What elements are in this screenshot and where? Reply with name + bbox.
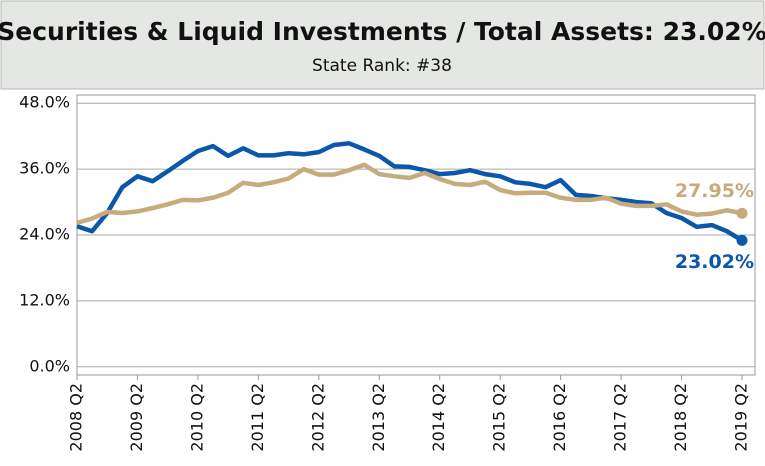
chart-title: Securities & Liquid Investments / Total … — [0, 17, 765, 46]
series-line — [76, 162, 743, 226]
y-tick-label: 0.0% — [29, 356, 70, 375]
x-tick-label: 2013 Q2 — [369, 383, 388, 452]
x-tick-label: 2010 Q2 — [187, 383, 206, 452]
y-tick-label: 48.0% — [19, 93, 70, 112]
x-tick-label: 2008 Q2 — [67, 383, 86, 452]
x-tick-label: 2016 Q2 — [550, 383, 569, 452]
x-tick-label: 2009 Q2 — [127, 383, 146, 452]
y-tick-label: 12.0% — [19, 290, 70, 309]
series-line — [76, 141, 744, 243]
chart-subtitle: State Rank: #38 — [312, 56, 452, 76]
value-label: 27.95% — [675, 180, 754, 202]
value-label: 23.02% — [675, 251, 754, 273]
end-point — [736, 234, 748, 246]
x-tick-label: 2019 Q2 — [732, 383, 751, 452]
x-tick-label: 2011 Q2 — [248, 383, 267, 452]
x-tick-label: 2014 Q2 — [429, 383, 448, 452]
header-box — [0, 0, 765, 90]
end-point — [736, 207, 748, 219]
x-tick-label: 2018 Q2 — [671, 383, 690, 452]
y-tick-label: 24.0% — [19, 225, 70, 244]
y-tick-label: 36.0% — [19, 159, 70, 178]
x-tick-label: 2012 Q2 — [308, 383, 327, 452]
x-tick-label: 2015 Q2 — [490, 383, 509, 452]
x-tick-label: 2017 Q2 — [611, 383, 630, 452]
